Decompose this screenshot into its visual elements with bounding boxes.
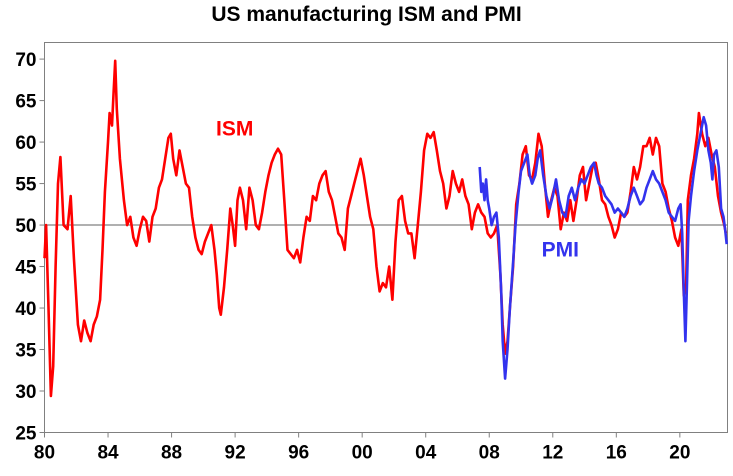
x-tick-label: 16 (606, 443, 627, 464)
series-labels: ISM PMI (216, 117, 579, 261)
y-tick-label: 45 (15, 258, 37, 279)
x-tick-label: 96 (288, 443, 309, 464)
y-tick-label: 70 (15, 50, 36, 71)
y-tick-label: 60 (15, 133, 36, 154)
y-tick-label: 50 (15, 216, 36, 237)
series-line-ism (43, 59, 728, 398)
y-tick-label: 55 (15, 175, 37, 196)
series-label-ism: ISM (216, 117, 253, 140)
y-tick-label: 40 (15, 299, 36, 320)
y-tick-label: 30 (15, 382, 36, 403)
chart-title: US manufacturing ISM and PMI (211, 3, 522, 26)
plot-area-frame (44, 42, 728, 433)
x-tick-label: 04 (415, 443, 437, 464)
x-tick-label: 80 (34, 443, 55, 464)
x-tick-label: 00 (352, 443, 373, 464)
x-tick-label: 12 (542, 443, 563, 464)
x-tick-label: 92 (225, 443, 246, 464)
y-tick-label: 25 (15, 424, 37, 445)
x-axis: 80 84 88 92 96 00 04 08 12 16 20 (34, 432, 690, 464)
x-tick-label: 08 (479, 443, 500, 464)
x-tick-label: 88 (161, 443, 182, 464)
y-axis: 25 30 35 40 45 50 55 60 65 70 (15, 50, 45, 445)
y-tick-label: 35 (15, 341, 37, 362)
y-tick-label: 65 (15, 92, 37, 113)
series-layer (43, 59, 728, 398)
x-tick-label: 84 (97, 443, 119, 464)
series-line-pmi (478, 115, 728, 380)
x-tick-label: 20 (669, 443, 690, 464)
series-label-pmi: PMI (542, 239, 579, 262)
